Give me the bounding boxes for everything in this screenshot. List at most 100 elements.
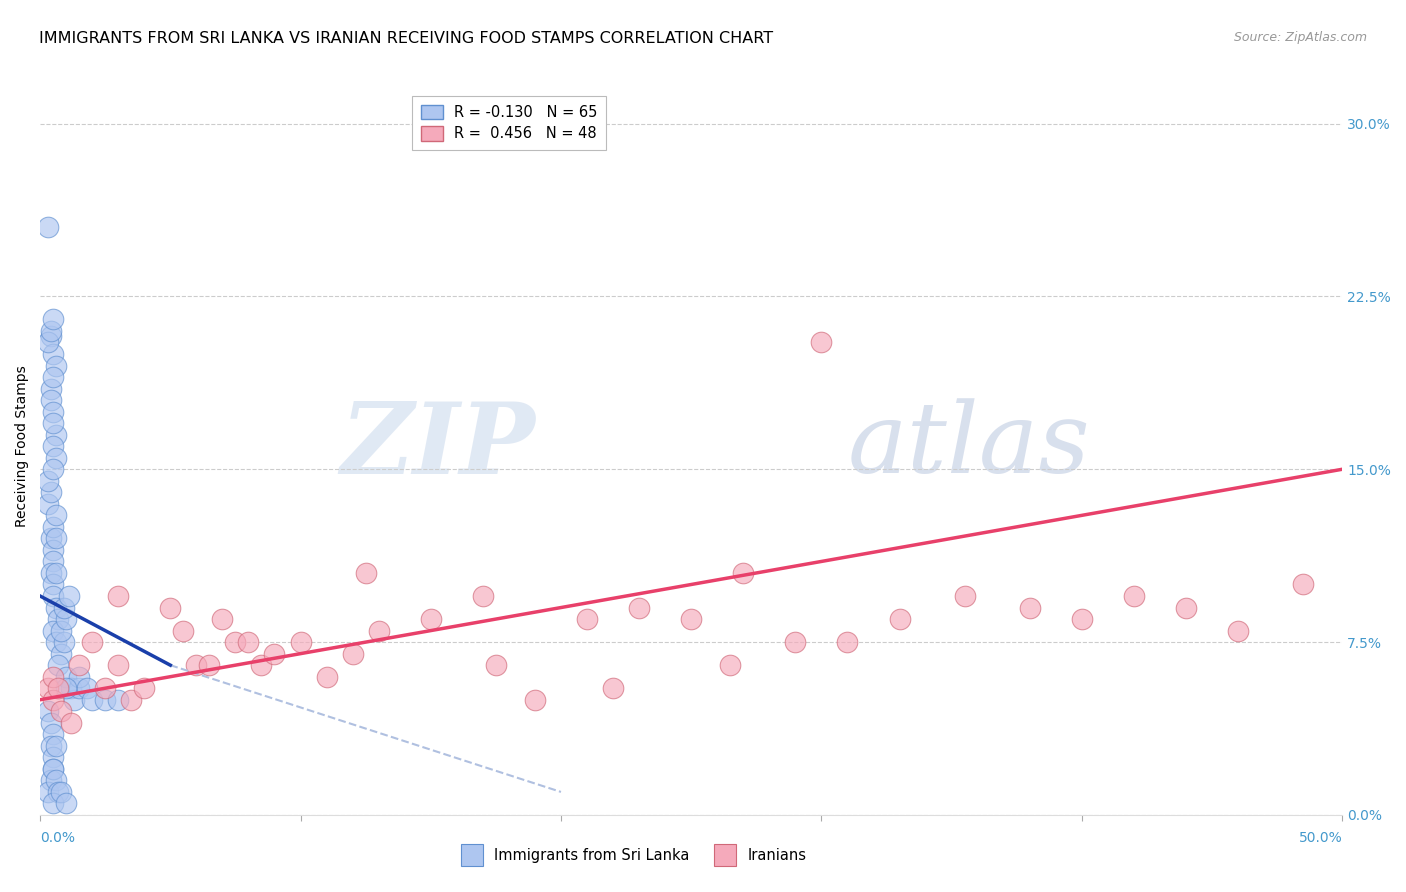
Point xyxy=(263,647,285,661)
Point xyxy=(55,681,77,696)
Point xyxy=(39,773,62,788)
Point xyxy=(628,600,651,615)
Point xyxy=(159,600,181,615)
Point xyxy=(67,658,90,673)
Point xyxy=(42,312,65,326)
Point xyxy=(37,335,59,350)
Point xyxy=(42,370,65,384)
Point xyxy=(39,739,62,753)
Point xyxy=(67,670,90,684)
Point xyxy=(45,359,67,373)
Text: IMMIGRANTS FROM SRI LANKA VS IRANIAN RECEIVING FOOD STAMPS CORRELATION CHART: IMMIGRANTS FROM SRI LANKA VS IRANIAN REC… xyxy=(39,31,773,46)
Point xyxy=(290,635,312,649)
Point xyxy=(42,462,65,476)
Point xyxy=(42,416,65,430)
Point xyxy=(42,727,65,741)
Point xyxy=(60,681,83,696)
Point xyxy=(1122,589,1144,603)
Point xyxy=(49,704,72,718)
Point xyxy=(354,566,377,580)
Point xyxy=(342,647,364,661)
Point xyxy=(49,785,72,799)
Point xyxy=(45,532,67,546)
Legend: R = -0.130   N = 65, R =  0.456   N = 48: R = -0.130 N = 65, R = 0.456 N = 48 xyxy=(412,95,606,150)
Point xyxy=(42,589,65,603)
Point xyxy=(52,635,75,649)
Point xyxy=(238,635,260,649)
Point xyxy=(576,612,599,626)
Point xyxy=(37,497,59,511)
Point xyxy=(39,328,62,343)
Point xyxy=(39,485,62,500)
Point xyxy=(94,692,117,706)
Point xyxy=(42,577,65,591)
Point xyxy=(120,692,142,706)
Point xyxy=(49,647,72,661)
Point xyxy=(198,658,221,673)
Point xyxy=(42,750,65,764)
Point xyxy=(45,635,67,649)
Point xyxy=(82,692,104,706)
Text: 0.0%: 0.0% xyxy=(41,831,75,845)
Point xyxy=(186,658,208,673)
Y-axis label: Receiving Food Stamps: Receiving Food Stamps xyxy=(15,366,30,527)
Point xyxy=(37,474,59,488)
Point xyxy=(52,600,75,615)
Point xyxy=(45,739,67,753)
Point xyxy=(46,658,69,673)
Text: 50.0%: 50.0% xyxy=(1299,831,1343,845)
Point xyxy=(82,635,104,649)
Point xyxy=(45,566,67,580)
Point xyxy=(602,681,624,696)
Point xyxy=(733,566,755,580)
Point xyxy=(837,635,859,649)
Point xyxy=(45,508,67,523)
Point xyxy=(810,335,832,350)
Text: Source: ZipAtlas.com: Source: ZipAtlas.com xyxy=(1233,31,1367,45)
Point xyxy=(889,612,911,626)
Point xyxy=(224,635,246,649)
Point xyxy=(39,324,62,338)
Point xyxy=(55,670,77,684)
Point xyxy=(471,589,494,603)
Text: ZIP: ZIP xyxy=(340,398,534,494)
Point xyxy=(94,681,117,696)
Point xyxy=(42,692,65,706)
Point xyxy=(39,566,62,580)
Point xyxy=(107,658,129,673)
Point xyxy=(315,670,337,684)
Point xyxy=(63,692,86,706)
Point xyxy=(58,589,80,603)
Point xyxy=(42,404,65,418)
Point xyxy=(1018,600,1040,615)
Point xyxy=(1175,600,1198,615)
Point xyxy=(42,347,65,361)
Point xyxy=(1292,577,1315,591)
Point xyxy=(134,681,156,696)
Point xyxy=(39,715,62,730)
Point xyxy=(46,785,69,799)
Point xyxy=(49,624,72,638)
Point xyxy=(42,439,65,453)
Point xyxy=(107,692,129,706)
Point xyxy=(250,658,273,673)
Point xyxy=(60,715,83,730)
Point xyxy=(485,658,508,673)
Point xyxy=(55,612,77,626)
Point xyxy=(953,589,976,603)
Point xyxy=(45,450,67,465)
Point xyxy=(39,532,62,546)
Point xyxy=(39,382,62,396)
Point xyxy=(37,704,59,718)
Point xyxy=(42,797,65,811)
Point xyxy=(45,600,67,615)
Point xyxy=(37,785,59,799)
Point xyxy=(107,589,129,603)
Point xyxy=(42,762,65,776)
Point xyxy=(523,692,546,706)
Point xyxy=(42,670,65,684)
Point xyxy=(55,797,77,811)
Point xyxy=(46,681,69,696)
Point xyxy=(42,624,65,638)
Point xyxy=(76,681,98,696)
